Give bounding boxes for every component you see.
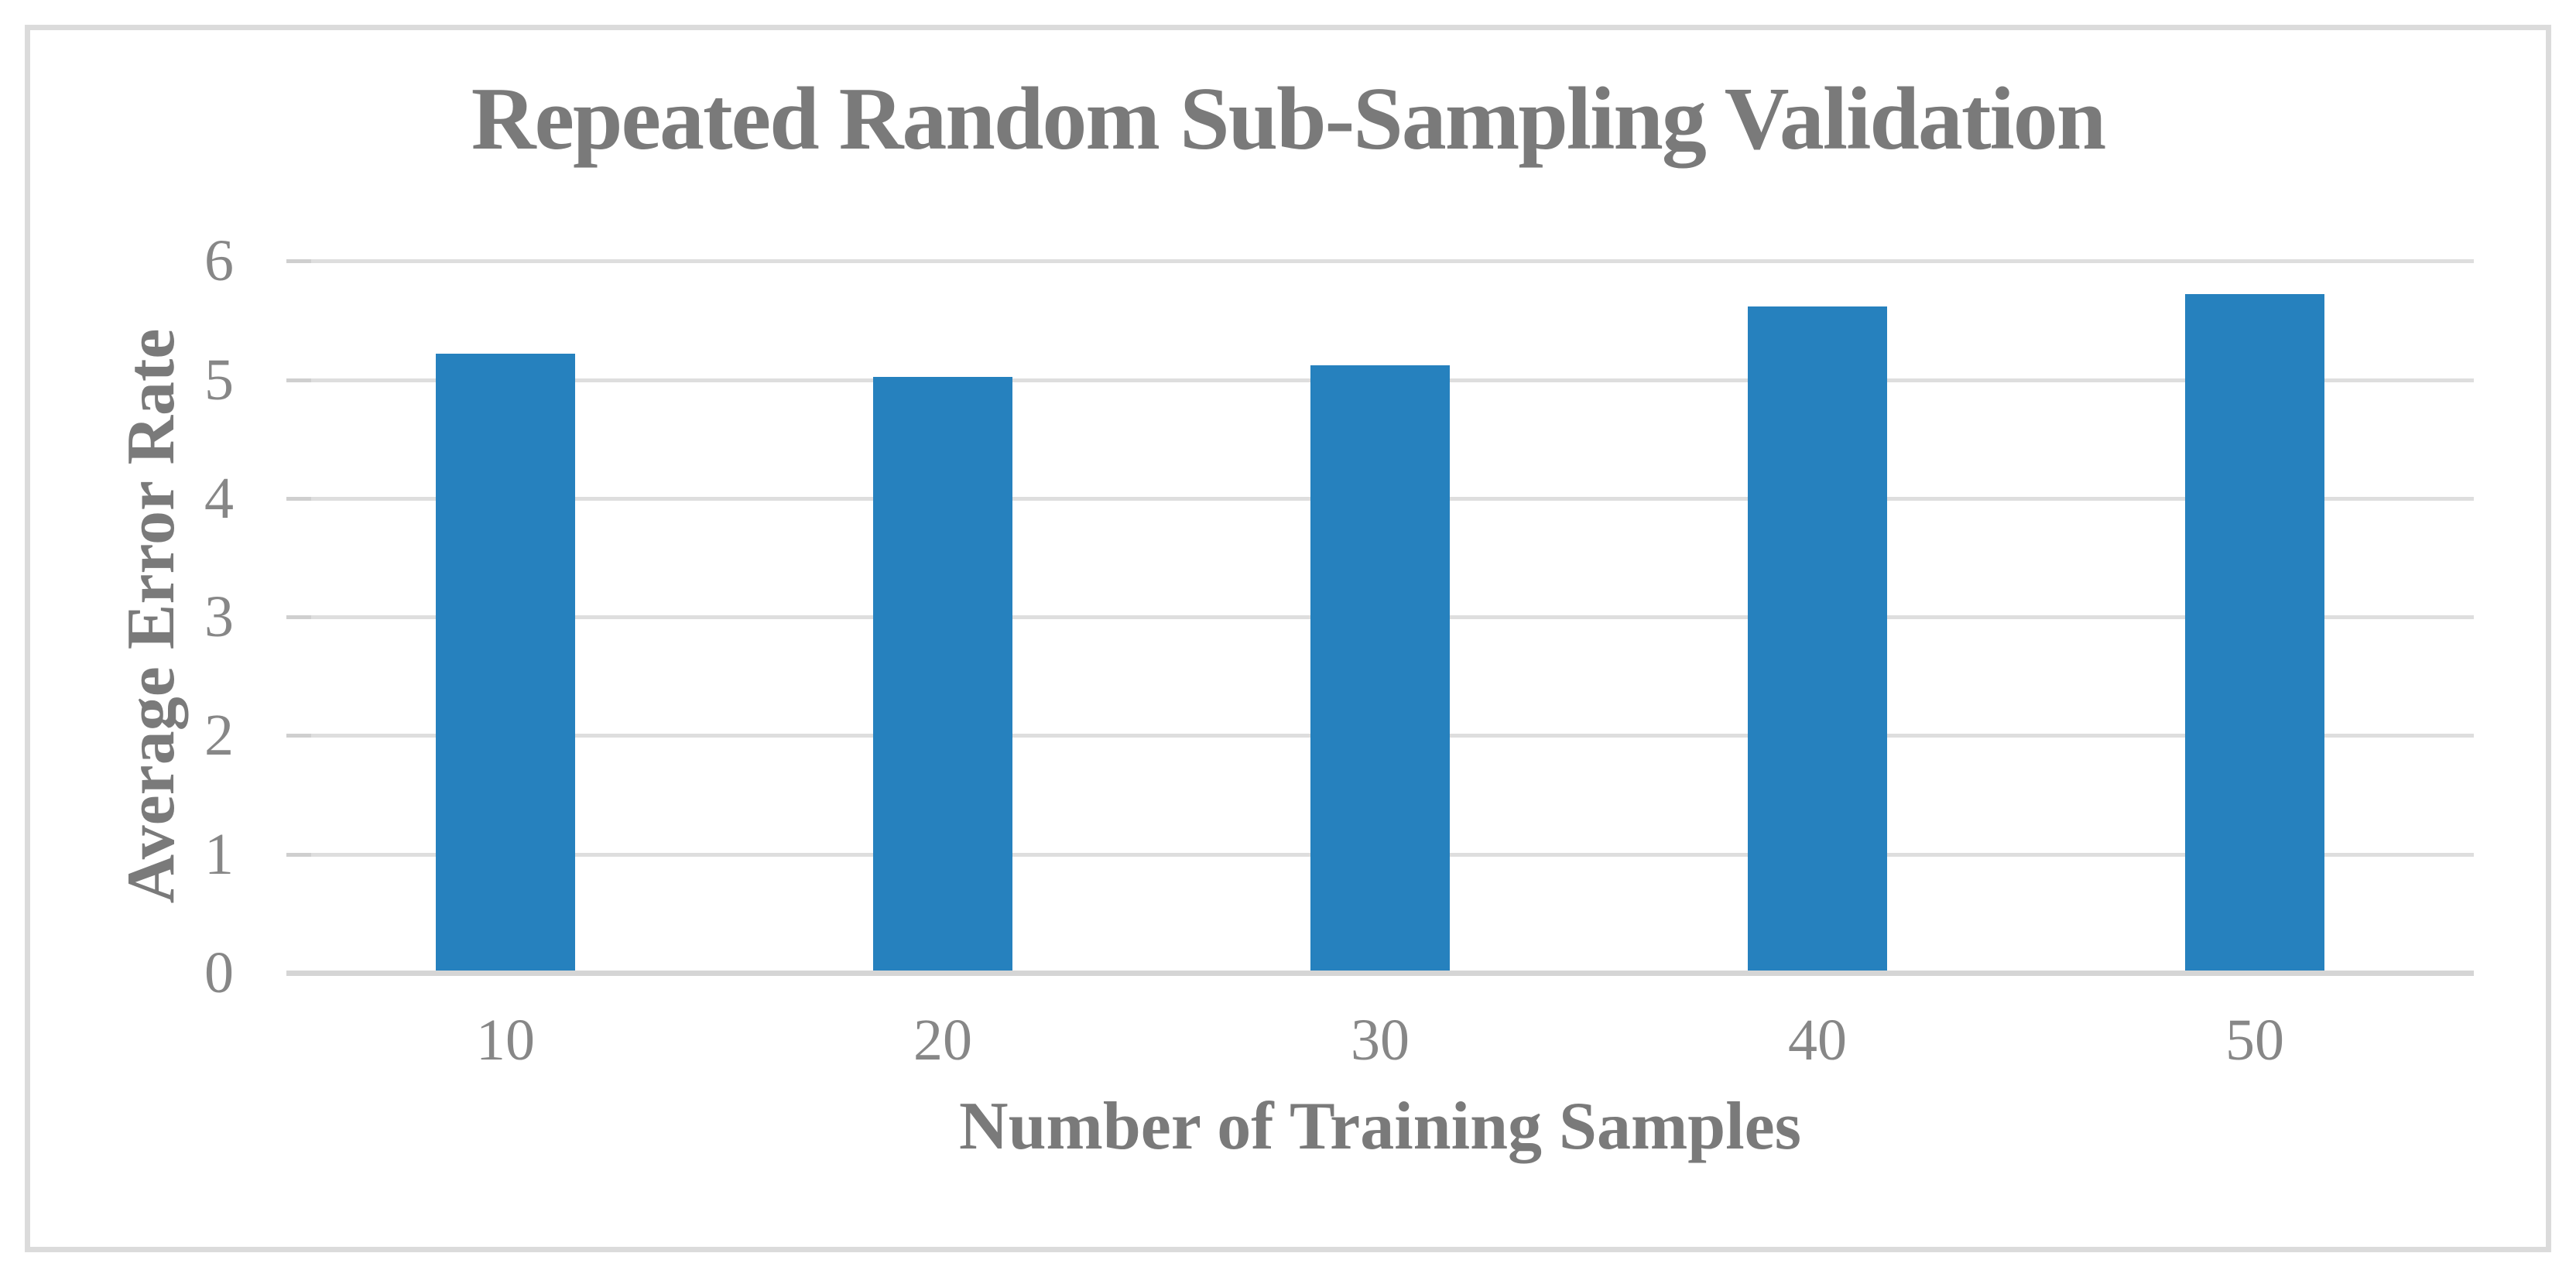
y-tick-mark-2 [286,734,311,738]
y-tick-mark-4 [286,496,311,501]
y-tick-label-0: 0 [204,940,234,1005]
x-tick-label-40: 40 [1788,1008,1847,1073]
bar-10 [436,354,575,971]
y-tick-label-3: 3 [204,584,234,650]
chart-frame-border [25,25,2551,1252]
y-tick-mark-5 [286,378,311,382]
y-tick-mark-1 [286,852,311,857]
y-tick-mark-3 [286,615,311,620]
x-axis-title: Number of Training Samples [959,1089,1801,1164]
x-tick-label-50: 50 [2225,1008,2284,1073]
x-tick-label-20: 20 [913,1008,972,1073]
chart-title: Repeated Random Sub-Sampling Validation [471,70,2106,169]
gridline-y6 [286,259,2474,264]
y-tick-label-1: 1 [204,821,234,887]
bar-40 [1748,306,1887,971]
y-tick-label-5: 5 [204,347,234,413]
y-tick-label-4: 4 [204,465,234,531]
bar-20 [873,377,1012,971]
x-tick-label-30: 30 [1351,1008,1410,1073]
y-tick-mark-6 [286,259,311,264]
x-tick-label-10: 10 [476,1008,535,1073]
bar-30 [1310,365,1450,971]
bar-50 [2185,294,2324,971]
y-tick-label-2: 2 [204,703,234,769]
y-tick-label-6: 6 [204,228,234,294]
x-axis-line [286,971,2474,976]
